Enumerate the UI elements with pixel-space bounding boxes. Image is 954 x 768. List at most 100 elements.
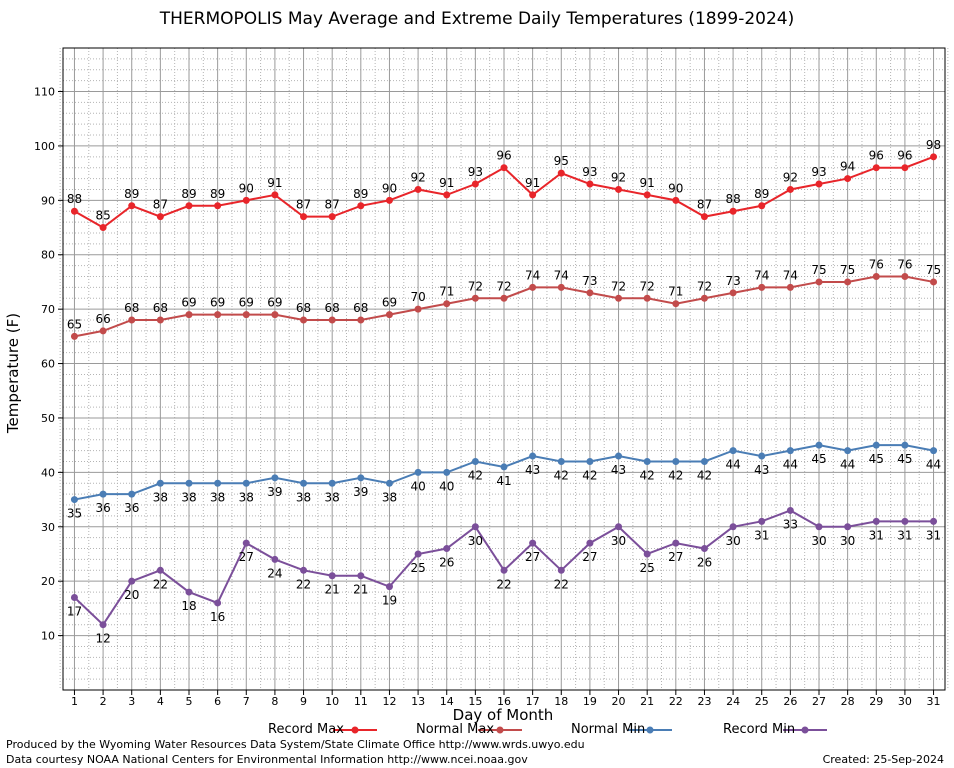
- record-min-data-label: 16: [210, 610, 225, 624]
- normal-min-point: [70, 496, 78, 504]
- normal-max-point: [844, 278, 852, 286]
- normal-max-data-label: 73: [725, 274, 740, 288]
- normal-min-data-label: 38: [181, 490, 196, 504]
- record-min-point: [815, 523, 823, 531]
- record-min-point: [700, 545, 708, 553]
- record-max-point: [271, 191, 279, 199]
- record-max-point: [815, 180, 823, 188]
- normal-max-data-label: 72: [640, 279, 655, 293]
- normal-max-data-label: 72: [468, 279, 483, 293]
- record-max-point: [872, 164, 880, 172]
- normal-max-point: [672, 300, 680, 308]
- record-min-data-label: 20: [124, 588, 139, 602]
- normal-min-point: [557, 457, 565, 465]
- record-max-data-label: 90: [668, 181, 683, 195]
- normal-min-data-label: 35: [67, 507, 82, 521]
- chart-title: THERMOPOLIS May Average and Extreme Dail…: [159, 9, 795, 29]
- normal-min-point: [615, 452, 623, 460]
- normal-max-data-label: 76: [869, 258, 884, 272]
- x-tick-label: 13: [411, 695, 425, 708]
- normal-min-point: [586, 457, 594, 465]
- record-min-data-label: 21: [325, 583, 340, 597]
- record-min-data-label: 17: [67, 605, 82, 619]
- normal-min-point: [357, 474, 365, 482]
- record-max-data-label: 85: [95, 209, 110, 223]
- series-record-min: 17 12 20 22 18 16 27 24 22 21 21 19 25 26 30 22 27 22 27 30…: [67, 506, 941, 646]
- record-max-point: [930, 153, 938, 161]
- normal-min-point: [729, 447, 737, 455]
- record-max-data-label: 89: [353, 187, 368, 201]
- normal-max-point: [901, 273, 909, 281]
- x-tick-label: 21: [640, 695, 654, 708]
- normal-min-data-label: 44: [926, 458, 941, 472]
- normal-max-point: [700, 294, 708, 302]
- normal-min-point: [643, 457, 651, 465]
- normal-max-data-label: 71: [439, 285, 454, 299]
- x-tick-label: 14: [440, 695, 454, 708]
- record-max-point: [672, 196, 680, 204]
- x-tick-label: 9: [300, 695, 307, 708]
- normal-min-point: [844, 447, 852, 455]
- record-min-data-label: 31: [754, 528, 769, 542]
- x-tick-label: 25: [755, 695, 769, 708]
- record-max-data-label: 93: [468, 165, 483, 179]
- x-tick-label: 10: [325, 695, 339, 708]
- record-min-point: [930, 517, 938, 525]
- normal-min-data-label: 45: [811, 452, 826, 466]
- series: 88 85 89 87 89 89 90 91 87 87 89 90 92 91 93 96 91 95 93 92…: [67, 138, 941, 646]
- normal-min-data-label: 39: [267, 485, 282, 499]
- record-max-point: [758, 202, 766, 210]
- y-tick-label: 50: [41, 412, 55, 425]
- normal-max-data-label: 75: [840, 263, 855, 277]
- record-max-data-label: 93: [811, 165, 826, 179]
- normal-max-data-label: 75: [811, 263, 826, 277]
- record-min-point: [214, 599, 222, 607]
- normal-min-data-label: 40: [410, 479, 425, 493]
- series-normal-min: 35 36 36 38 38 38 38 39 38 38 39 38 40 40 42 41 43 42 42 43…: [67, 441, 941, 521]
- record-min-point: [185, 588, 193, 596]
- normal-min-point: [443, 468, 451, 476]
- legend-label-normal-max: Normal Max: [416, 722, 495, 737]
- legend-label-record-max: Record Max: [268, 722, 344, 737]
- x-tick-label: 4: [157, 695, 164, 708]
- record-max-data-label: 96: [897, 149, 912, 163]
- y-tick-label: 40: [41, 466, 55, 479]
- record-max-data-label: 88: [725, 192, 740, 206]
- y-tick-label: 20: [41, 575, 55, 588]
- record-max-data-label: 87: [325, 198, 340, 212]
- normal-min-point: [500, 463, 508, 471]
- record-min-point: [615, 523, 623, 531]
- record-min-data-label: 18: [181, 599, 196, 613]
- record-min-data-label: 12: [95, 632, 110, 646]
- record-min-point: [586, 539, 594, 547]
- x-tick-label: 6: [214, 695, 221, 708]
- record-max-data-label: 89: [124, 187, 139, 201]
- normal-min-point: [328, 479, 336, 487]
- normal-max-data-label: 74: [525, 268, 540, 282]
- normal-min-data-label: 40: [439, 479, 454, 493]
- x-tick-label: 12: [382, 695, 396, 708]
- record-min-data-label: 27: [668, 550, 683, 564]
- x-tick-label: 24: [726, 695, 740, 708]
- record-min-data-label: 30: [468, 534, 483, 548]
- normal-max-point: [300, 316, 308, 324]
- record-min-point: [128, 577, 136, 585]
- record-min-data-label: 26: [697, 556, 712, 570]
- record-max-point: [414, 185, 422, 193]
- x-tick-label: 20: [612, 695, 626, 708]
- record-min-point: [844, 523, 852, 531]
- y-tick-label: 30: [41, 521, 55, 534]
- normal-min-point: [385, 479, 393, 487]
- record-min-data-label: 27: [582, 550, 597, 564]
- normal-min-point: [271, 474, 279, 482]
- normal-max-point: [185, 311, 193, 319]
- x-tick-label: 23: [697, 695, 711, 708]
- normal-min-data-label: 38: [296, 490, 311, 504]
- normal-max-point: [414, 305, 422, 313]
- record-min-point: [529, 539, 537, 547]
- record-min-point: [99, 621, 107, 629]
- record-max-data-label: 89: [210, 187, 225, 201]
- normal-max-point: [328, 316, 336, 324]
- normal-min-data-label: 44: [783, 458, 798, 472]
- y-tick-label: 70: [41, 303, 55, 316]
